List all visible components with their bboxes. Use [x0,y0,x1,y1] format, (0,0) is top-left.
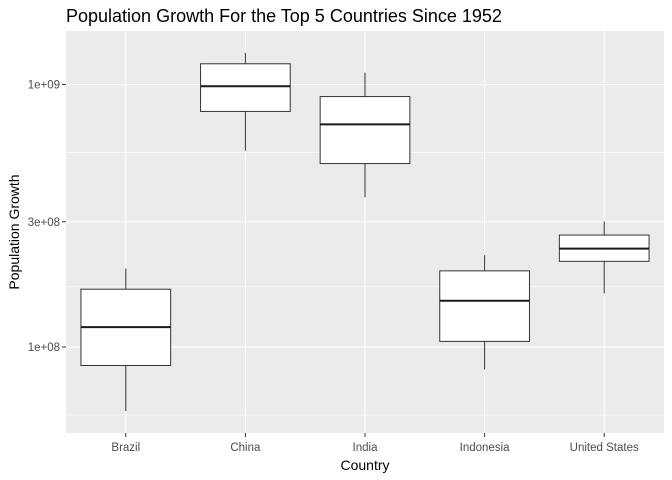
y-tick-label: 1e+09 [28,80,60,92]
x-tick-label: Indonesia [460,442,510,454]
box-indonesia [439,255,530,370]
iqr-box [319,96,411,165]
box-united-states [558,221,650,294]
y-tick-label: 3e+08 [28,217,60,229]
x-tick-label: India [353,442,379,454]
x-tick-label: China [230,442,261,454]
box-china [200,52,291,151]
x-tick-label: United States [570,442,639,454]
box-india [319,72,411,198]
iqr-box [200,63,291,112]
iqr-box [439,270,530,342]
box-brazil [80,268,172,412]
chart-title: Population Growth For the Top 5 Countrie… [66,6,502,26]
box-layer [80,52,650,412]
x-tick-label: Brazil [111,442,140,454]
y-tick-label: 1e+08 [28,342,60,354]
axis-layer: 1e+08 3e+08 1e+09 Brazil China India Indonesia… [28,80,639,454]
x-axis-title: Country [340,457,389,473]
y-axis-title: Population Growth [6,174,22,289]
